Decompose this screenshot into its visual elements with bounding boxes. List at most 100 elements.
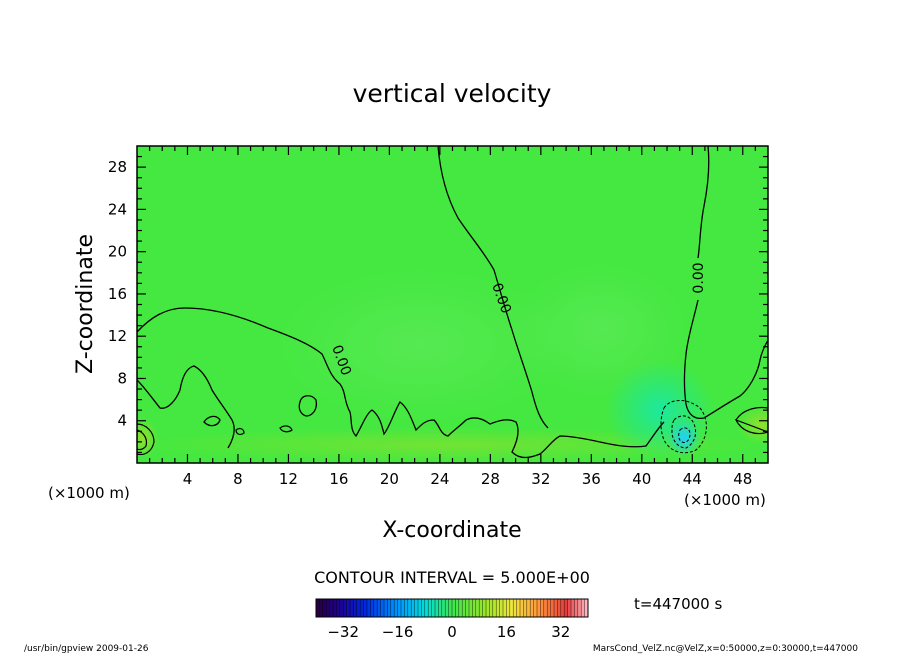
x-tick-label: 16 — [329, 470, 348, 488]
y-tick-label: 16 — [108, 285, 127, 303]
colorbar-bin — [550, 599, 555, 617]
zero-contour-right — [683, 146, 768, 420]
x-tick-label: 28 — [481, 470, 500, 488]
zero-contour-small-2 — [203, 415, 221, 427]
colorbar-bin — [435, 599, 439, 617]
colorbar-bin — [557, 599, 562, 617]
x-tick-label: 24 — [430, 470, 449, 488]
colorbar-bin — [350, 599, 354, 617]
plot-area: 0.00 0.00 0.00 — [137, 146, 768, 463]
y-tick-label: 28 — [108, 158, 127, 176]
colorbar-bin — [329, 599, 334, 617]
colorbar-tick-label: −16 — [382, 623, 414, 641]
y-tick-label: 4 — [117, 412, 127, 430]
colorbar-bin — [469, 599, 473, 617]
downdraft-contour-inner — [678, 427, 691, 443]
colorbar-bin — [387, 599, 392, 617]
colorbar-bin — [503, 599, 507, 617]
x-axis-label: X-coordinate — [382, 518, 521, 543]
x-tick-label: 32 — [531, 470, 550, 488]
colorbar-bin — [397, 599, 402, 617]
shade-soft-mid — [270, 265, 570, 425]
colorbar-bin — [390, 599, 395, 617]
colorbar-bin — [571, 599, 575, 617]
svg-text:0.00: 0.00 — [691, 262, 707, 293]
zero-contour-center — [437, 146, 549, 429]
y-tick-label: 12 — [108, 327, 127, 345]
colorbar-bin — [530, 599, 534, 617]
colorbar-bin — [496, 599, 500, 617]
colorbar-bin — [537, 599, 541, 617]
colorbar-bin — [336, 599, 341, 617]
colorbar-bin — [316, 599, 320, 617]
updraft-contour-right — [734, 406, 768, 435]
zero-contour-left-lobe — [137, 365, 235, 449]
zero-contour-small-3 — [279, 425, 293, 433]
colorbar-bin — [438, 599, 443, 617]
colorbar-bin — [482, 599, 487, 617]
y-axis-label: Z-coordinate — [73, 234, 98, 374]
x-axis-unit: (×1000 m) — [684, 491, 766, 509]
colorbar-bin — [428, 599, 432, 617]
colorbar-bin — [526, 599, 531, 617]
colorbar-bin — [384, 599, 388, 617]
colorbar-ticks: −32 −16 0 16 32 — [327, 623, 570, 641]
colorbar-bin — [516, 599, 521, 617]
colorbar-bin — [499, 599, 504, 617]
colorbar-bin — [492, 599, 497, 617]
colorbar-bin — [465, 599, 470, 617]
colorbar-bin — [322, 599, 327, 617]
colorbar-bin — [448, 599, 453, 617]
colorbar-bin — [404, 599, 409, 617]
contour-label-right: 0.00 — [691, 262, 707, 293]
colorbar-bin — [472, 599, 477, 617]
colorbar-tick-label: −32 — [327, 623, 359, 641]
zero-contour-small-1 — [298, 395, 318, 417]
x-tick-label: 36 — [582, 470, 601, 488]
colorbar-bin — [367, 599, 371, 617]
y-tick-label: 8 — [117, 369, 127, 387]
colorbar-bin — [513, 599, 517, 617]
colorbar-bin — [339, 599, 344, 617]
colorbar-bin — [509, 599, 514, 617]
colorbar-bin — [475, 599, 480, 617]
x-tick-label: 48 — [733, 470, 752, 488]
colorbar-tick-label: 16 — [497, 623, 516, 641]
zero-contour-small-4 — [235, 427, 245, 436]
colorbar-bin — [373, 599, 378, 617]
colorbar-bin — [414, 599, 419, 617]
colorbar-bin — [520, 599, 524, 617]
colorbar-bin — [360, 599, 364, 617]
colorbar-bin — [380, 599, 385, 617]
shade-updraft-left — [137, 418, 159, 458]
colorbar-bin — [584, 599, 589, 617]
time-text: t=447000 s — [634, 595, 722, 613]
colorbar-bin — [489, 599, 494, 617]
colorbar-bin — [394, 599, 398, 617]
y-axis-ticks: 4 8 12 16 20 24 28 — [108, 155, 768, 454]
colorbar-bin — [363, 599, 368, 617]
colorbar-bin — [540, 599, 545, 617]
colorbar-bin — [424, 599, 429, 617]
y-tick-label: 20 — [108, 243, 127, 261]
colorbar-bin — [441, 599, 446, 617]
x-tick-label: 12 — [279, 470, 298, 488]
colorbar-bin — [554, 599, 558, 617]
colorbar-bin — [452, 599, 456, 617]
x-tick-label: 40 — [632, 470, 651, 488]
colorbar-bin — [431, 599, 436, 617]
colorbar-bin — [574, 599, 579, 617]
footer-left: /usr/bin/gpview 2009-01-26 — [24, 644, 149, 654]
y-axis-unit: (×1000 m) — [48, 484, 130, 502]
x-axis-ticks: 4 8 12 16 20 24 28 32 36 40 44 48 — [149, 146, 756, 488]
colorbar-bin — [356, 599, 361, 617]
y-tick-label: 24 — [108, 200, 127, 218]
colorbar-bin — [401, 599, 405, 617]
colorbar-bin — [479, 599, 483, 617]
shade-bottom — [137, 427, 768, 463]
colorbar-bin — [523, 599, 528, 617]
colorbar-bin — [326, 599, 330, 617]
colorbar-frame — [315, 598, 589, 618]
colorbar-bin — [458, 599, 463, 617]
